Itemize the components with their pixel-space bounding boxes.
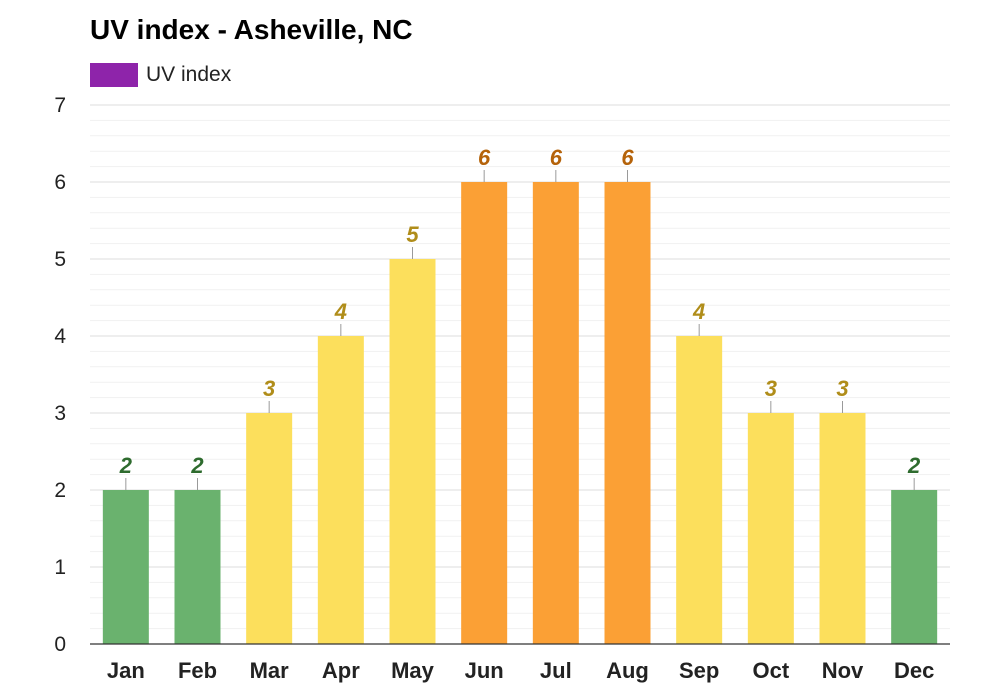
legend[interactable]: UV index [90,62,231,88]
value-label: 6 [478,145,491,170]
bar [246,413,293,644]
bar [317,336,364,644]
value-label: 2 [190,453,204,478]
bar [174,490,221,644]
x-tick-label: May [391,658,435,683]
bar [747,413,794,644]
y-tick-label: 0 [54,633,66,656]
value-label: 2 [119,453,133,478]
y-tick-label: 5 [54,248,66,271]
x-tick-label: Oct [752,658,789,683]
x-tick-label: Jul [540,658,572,683]
axes: 0 1 2 3 4 5 6 7 Jan Feb Mar Apr May Jun Jul Aug Sep Oct No… [54,94,950,683]
bar [891,490,938,644]
x-tick-label: Apr [322,658,360,683]
value-label: 3 [836,376,848,401]
x-tick-label: Dec [894,658,934,683]
y-tick-label: 6 [54,171,66,194]
x-tick-label: Nov [822,658,864,683]
value-label: 4 [334,299,347,324]
bar [102,490,149,644]
chart-title: UV index - Asheville, NC [90,14,413,45]
bar [604,182,651,644]
bar [676,336,723,644]
value-label: 3 [765,376,777,401]
bar [461,182,508,644]
value-label: 4 [692,299,705,324]
y-tick-label: 4 [54,325,66,348]
value-label: 6 [621,145,634,170]
legend-swatch [90,63,138,87]
y-tick-label: 1 [54,556,66,579]
x-tick-label: Sep [679,658,719,683]
value-label: 5 [406,222,419,247]
bars [102,182,938,644]
grid [90,104,950,630]
value-label: 6 [550,145,563,170]
y-tick-label: 2 [54,479,66,502]
x-tick-label: Jun [465,658,504,683]
bar [819,413,866,644]
x-tick-label: Jan [107,658,145,683]
legend-label: UV index [146,63,232,86]
value-label: 2 [907,453,921,478]
x-tick-label: Feb [178,658,217,683]
x-tick-label: Aug [606,658,649,683]
value-label: 3 [263,376,275,401]
data-labels: 2 2 3 4 5 6 6 6 4 3 3 2 [119,145,921,490]
y-tick-label: 3 [54,402,66,425]
y-tick-label: 7 [54,94,66,117]
x-tick-label: Mar [250,658,290,683]
bar [389,259,436,644]
bar [532,182,579,644]
